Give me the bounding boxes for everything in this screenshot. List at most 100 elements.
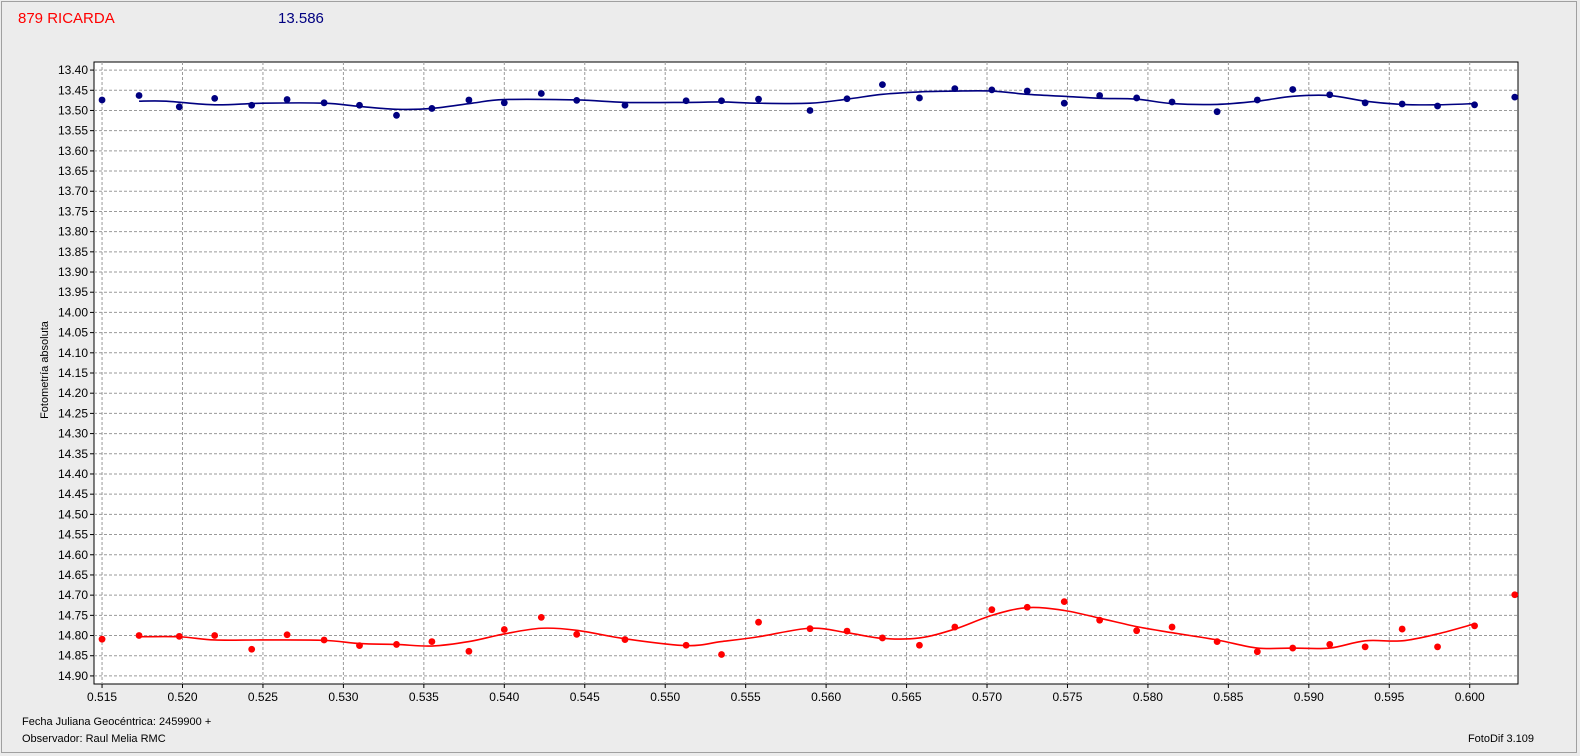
data-point <box>1023 603 1031 611</box>
x-tick-label: 0.575 <box>1052 690 1082 704</box>
data-point <box>175 632 183 640</box>
y-tick-label: 14.25 <box>58 406 88 420</box>
grid-lines <box>94 62 1518 684</box>
data-point <box>916 94 923 102</box>
x-tick-label: 0.525 <box>248 690 278 704</box>
fit-curve-0 <box>139 90 1475 111</box>
y-tick-label: 13.55 <box>58 124 88 138</box>
data-point <box>682 97 690 105</box>
data-point <box>248 101 256 109</box>
data-point <box>1434 643 1441 651</box>
data-point <box>393 641 400 648</box>
x-tick-label: 0.565 <box>892 690 922 704</box>
x-tick-label: 0.515 <box>87 690 117 704</box>
data-point <box>1213 108 1221 116</box>
data-point <box>175 103 183 111</box>
y-tick-label: 14.50 <box>58 507 88 521</box>
data-point <box>1060 598 1068 606</box>
y-tick-label: 14.70 <box>58 588 88 602</box>
data-point <box>135 632 143 639</box>
data-point <box>755 95 762 103</box>
data-point <box>320 636 328 644</box>
y-tick-label: 13.90 <box>58 265 88 279</box>
data-point <box>320 99 328 107</box>
data-point <box>537 613 545 621</box>
data-point <box>1213 638 1221 645</box>
x-tick-label: 0.530 <box>328 690 358 704</box>
data-point <box>806 625 814 633</box>
data-point <box>843 627 851 635</box>
data-point <box>1361 643 1369 651</box>
data-point <box>500 626 508 633</box>
data-point <box>1023 87 1031 95</box>
data-point <box>951 623 959 631</box>
data-point <box>211 94 219 102</box>
data-point <box>1168 98 1176 106</box>
data-point <box>621 101 629 109</box>
data-point <box>1253 96 1261 104</box>
y-tick-label: 14.85 <box>58 649 88 663</box>
x-tick-label: 0.560 <box>811 690 841 704</box>
data-point <box>135 92 143 99</box>
y-tick-label: 14.00 <box>58 305 88 319</box>
y-tick-label: 14.65 <box>58 568 88 582</box>
x-tick-label: 0.570 <box>972 690 1002 704</box>
y-tick-label: 13.80 <box>58 225 88 239</box>
data-point <box>393 111 400 119</box>
data-point <box>806 107 814 114</box>
data-point <box>1253 648 1261 656</box>
x-tick-label: 0.600 <box>1455 690 1485 704</box>
data-point <box>1096 92 1104 99</box>
data-point <box>1060 99 1068 107</box>
data-point <box>537 90 545 97</box>
data-point <box>988 606 996 614</box>
data-point <box>428 105 436 112</box>
data-point <box>951 85 959 93</box>
data-point <box>843 95 851 103</box>
x-tick-label: 0.590 <box>1294 690 1324 704</box>
data-point <box>1434 102 1441 110</box>
y-tick-label: 14.40 <box>58 467 88 481</box>
data-point <box>1326 641 1334 648</box>
data-point <box>1471 101 1478 109</box>
data-point <box>283 96 291 103</box>
y-tick-label: 14.45 <box>58 487 88 501</box>
data-point <box>916 641 923 649</box>
data-point <box>465 647 473 655</box>
data-point <box>573 96 581 104</box>
x-tick-label: 0.580 <box>1133 690 1163 704</box>
data-point <box>1398 100 1406 108</box>
data-point <box>988 86 996 94</box>
y-tick-label: 14.05 <box>58 326 88 340</box>
data-point <box>1326 91 1334 99</box>
y-tick-label: 14.55 <box>58 528 88 542</box>
data-point <box>682 641 690 649</box>
y-tick-label: 13.70 <box>58 184 88 198</box>
y-tick-label: 13.75 <box>58 204 88 218</box>
data-point <box>1168 623 1176 631</box>
data-point <box>718 651 725 658</box>
software-version: FotoDif 3.109 <box>1467 733 1534 745</box>
x-tick-label: 0.520 <box>167 690 197 704</box>
object-title: 879 RICARDA <box>18 10 115 27</box>
y-tick-label: 14.75 <box>58 608 88 622</box>
object-magnitude: 13.586 <box>278 10 324 27</box>
data-point <box>98 635 106 643</box>
data-point <box>98 96 106 104</box>
data-point <box>718 97 725 105</box>
data-point <box>755 618 762 626</box>
data-point <box>211 632 219 639</box>
x-tick-label: 0.545 <box>570 690 600 704</box>
data-point <box>248 645 256 653</box>
y-tick-label: 13.95 <box>58 285 88 299</box>
x-tick-label: 0.535 <box>409 690 439 704</box>
data-point <box>356 642 363 650</box>
data-point <box>356 101 363 109</box>
x-axis-label: Fecha Juliana Geocéntrica: 2459900 + <box>22 716 212 728</box>
data-point <box>1398 625 1406 633</box>
y-tick-label: 14.30 <box>58 427 88 441</box>
data-point <box>1289 86 1297 93</box>
x-tick-label: 0.550 <box>650 690 680 704</box>
